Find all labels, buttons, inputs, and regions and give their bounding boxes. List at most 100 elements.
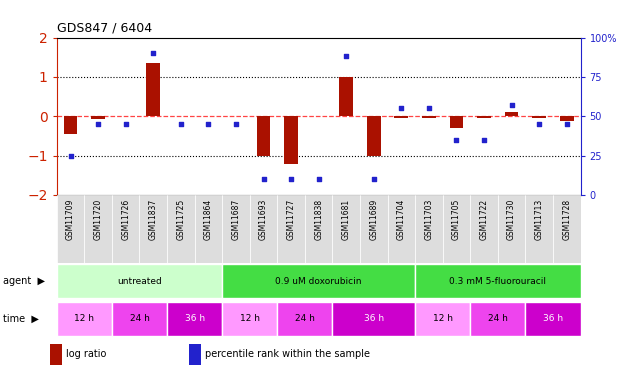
Text: GSM11727: GSM11727 [286,198,295,240]
Bar [112,195,139,262]
Point [121,121,131,127]
Bar [250,195,277,262]
Bar [194,195,222,262]
Text: GSM11837: GSM11837 [149,198,158,240]
Bar [57,195,85,262]
Bar [333,302,415,336]
Bar [257,116,271,156]
Text: agent  ▶: agent ▶ [3,276,45,286]
Text: 36 h: 36 h [543,314,563,323]
Point [93,121,103,127]
Text: GSM11722: GSM11722 [480,198,488,240]
Bar [284,116,298,164]
Point [507,102,517,108]
Bar [526,195,553,262]
Text: GSM11864: GSM11864 [204,198,213,240]
Text: GSM11689: GSM11689 [369,198,378,240]
Bar [560,116,574,121]
Bar [85,195,112,262]
Bar [533,116,546,118]
Bar [277,302,333,336]
Bar [305,195,333,262]
Bar [477,116,491,118]
Bar [189,344,201,364]
Text: GSM11728: GSM11728 [562,198,571,240]
Text: 36 h: 36 h [184,314,204,323]
Text: untreated: untreated [117,277,162,286]
Bar [443,195,470,262]
Bar [498,195,526,262]
Point [396,105,406,111]
Text: 0.9 uM doxorubicin: 0.9 uM doxorubicin [275,277,362,286]
Text: 0.3 mM 5-fluorouracil: 0.3 mM 5-fluorouracil [449,277,546,286]
Bar [167,195,194,262]
Point [66,153,76,159]
Bar [422,116,436,118]
Bar [526,302,581,336]
Text: 24 h: 24 h [129,314,150,323]
Bar [415,264,581,298]
Bar [167,302,222,336]
Point [259,176,269,182]
Point [562,121,572,127]
Bar [339,77,353,116]
Text: GSM11693: GSM11693 [259,198,268,240]
Text: GSM11687: GSM11687 [232,198,240,240]
Point [148,50,158,56]
Bar [360,195,387,262]
Bar [367,116,380,156]
Bar [553,195,581,262]
Text: GDS847 / 6404: GDS847 / 6404 [57,22,152,35]
Bar [449,116,463,128]
Point [176,121,186,127]
Bar [387,195,415,262]
Text: GSM11725: GSM11725 [176,198,186,240]
Text: 36 h: 36 h [363,314,384,323]
Point [479,137,489,143]
Bar [277,195,305,262]
Bar [222,195,250,262]
Bar [415,195,443,262]
Bar [333,195,360,262]
Text: GSM11838: GSM11838 [314,198,323,240]
Bar [470,195,498,262]
Text: time  ▶: time ▶ [3,314,39,324]
Text: GSM11681: GSM11681 [342,198,351,240]
Bar [415,302,470,336]
Point [534,121,544,127]
Point [286,176,296,182]
Text: percentile rank within the sample: percentile rank within the sample [205,350,370,359]
Bar [222,302,277,336]
Text: 12 h: 12 h [240,314,260,323]
Bar [64,116,78,134]
Text: 24 h: 24 h [295,314,315,323]
Bar [470,302,526,336]
Text: GSM11704: GSM11704 [397,198,406,240]
Bar [57,302,112,336]
Text: GSM11703: GSM11703 [425,198,433,240]
Point [369,176,379,182]
Text: GSM11730: GSM11730 [507,198,516,240]
Point [424,105,434,111]
Point [231,121,241,127]
Bar [394,116,408,118]
Text: GSM11713: GSM11713 [534,198,544,240]
Text: GSM11705: GSM11705 [452,198,461,240]
Bar [112,302,167,336]
Text: GSM11726: GSM11726 [121,198,130,240]
Text: GSM11720: GSM11720 [93,198,103,240]
Text: 12 h: 12 h [74,314,95,323]
Text: log ratio: log ratio [66,350,107,359]
Point [314,176,324,182]
Bar [146,63,160,116]
Bar [50,344,62,364]
Point [203,121,213,127]
Text: 12 h: 12 h [433,314,452,323]
Bar [91,116,105,119]
Point [341,53,351,59]
Bar [139,195,167,262]
Text: GSM11709: GSM11709 [66,198,75,240]
Text: 24 h: 24 h [488,314,508,323]
Bar [57,264,222,298]
Bar [505,111,519,116]
